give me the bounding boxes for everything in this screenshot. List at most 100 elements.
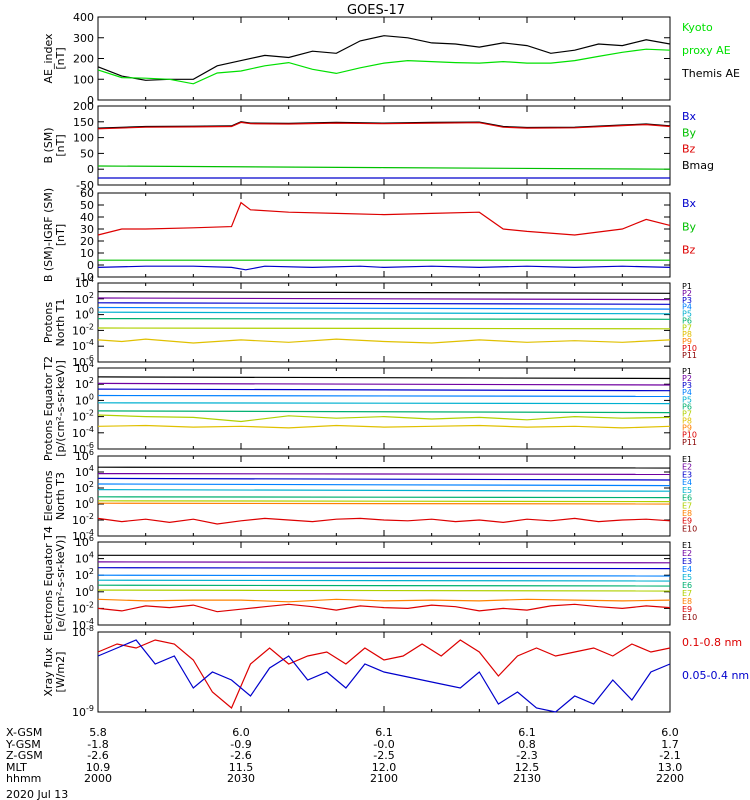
legend-entry: E2 [682,549,692,558]
series-line-p8 [97,424,671,429]
series-line-p1 [97,376,671,380]
legend-entry: E6 [682,581,692,590]
y-tick-label: 102 [75,567,94,582]
footer-value: 6.0 [661,726,679,739]
series-group [97,554,671,613]
legend-entry: By [682,126,697,139]
series-line-e6 [97,496,671,499]
footer-row-label: hhmm [6,772,41,785]
y-tick-label: 10-9 [72,704,94,719]
legend-entry: E3 [682,470,692,479]
series-line-e7 [97,500,671,503]
y-tick-label: 104 [75,360,94,375]
legend-entry: P5 [682,395,692,404]
y-tick-label: 10-2 [72,512,94,527]
series-line-0-1-0-8-nm [97,639,671,709]
footer-value: 10.9 [86,761,111,774]
y-tick-label: 10-8 [72,624,94,639]
y-tick-label: 100 [75,496,94,511]
footer-value: -2.3 [516,749,537,762]
panel-8: 10-9 10-8 Xray flux[W/m2] 0.1-0.8 nm 0.05-0.… [42,624,749,719]
y-tick-label: -10 [76,271,94,284]
legend-entry: E8 [682,509,692,518]
legend-entry: Bx [682,197,697,210]
footer-value: 5.8 [89,726,107,739]
y-tick-label: 300 [73,32,94,45]
legend-entry: P7 [682,323,692,332]
y-axis-title: B (SM)-IGRF (SM)[nT] [42,188,67,282]
series-line-p2 [97,297,671,301]
legend-entry: P8 [682,330,692,339]
legend-entry: E4 [682,478,692,487]
y-tick-label: 100 [73,132,94,145]
footer-value: 2130 [513,772,541,785]
footer-value: -2.5 [373,749,394,762]
series-line-e6 [97,584,671,587]
series-line-p7 [97,327,671,330]
y-tick-label: 40 [80,211,94,224]
legend-entry: P6 [682,402,692,411]
legend-entry: P11 [682,438,697,447]
y-tick-label: 0 [87,163,94,176]
y-tick-label: 102 [75,376,94,391]
series-line-e3 [97,567,671,570]
footer-row-label: Z-GSM [6,749,43,762]
footer-value: 12.5 [515,761,540,774]
panel-frame [97,541,671,626]
y-tick-label: 0 [87,94,94,107]
legend-entry: Kyoto [682,21,713,34]
y-tick-label: 106 [75,534,94,549]
legend-entry: Bmag [682,159,714,172]
footer-value: 2000 [84,772,112,785]
series-line-e8 [97,598,671,603]
panel-2: -50 0 50 100 150 200 B (SM)[nT] Bx By Bz Bmag [42,100,714,192]
legend-entry: E6 [682,494,692,503]
series-line-p3 [97,302,671,305]
y-tick-label: 100 [73,73,94,86]
series-line-e2 [97,473,671,475]
legend-entry: P10 [682,431,697,440]
series-line-e1 [97,466,671,469]
y-tick-label: 60 [80,187,94,200]
footer-value: 2200 [656,772,684,785]
series-line-p7 [97,414,671,423]
series-line-themis-ae [97,35,671,81]
legend-entry: E1 [682,541,692,550]
series-group [97,291,671,344]
legend-entry: E3 [682,557,692,566]
series-group [97,35,671,85]
series-line-p8 [97,338,671,344]
series-line-bx [97,265,671,271]
y-tick-label: 10 [80,247,94,260]
legend-entry: E4 [682,565,692,574]
y-axis-title: Electrons Equator T4[e/(cm²-s-sr-keV)] [42,526,67,641]
legend-entry: P9 [682,337,692,346]
series-line-p2 [97,382,671,386]
y-tick-label: 10-4 [72,338,94,353]
series-line-p6 [97,410,671,414]
legend-entry: By [682,220,697,233]
legend-entry: 0.1-0.8 nm [682,636,742,649]
footer-value: 13.0 [658,761,683,774]
footer-row-label: Y-GSM [5,738,41,751]
panel-frame [97,192,671,278]
series-line-e4 [97,483,671,487]
series-line-p3 [97,388,671,392]
legend-entry: E5 [682,573,692,582]
footer-value: -0.0 [373,738,394,751]
legend-entry: P7 [682,409,692,418]
y-tick-label: 102 [75,480,94,495]
legend: 0.1-0.8 nm 0.05-0.4 nm [682,636,749,682]
legend-entry: P4 [682,303,692,312]
legend-entry: E2 [682,463,692,472]
footer-value: -2.6 [87,749,108,762]
y-tick-label: 104 [75,464,94,479]
y-tick-label: -50 [76,179,94,192]
series-line-bz [97,201,671,236]
